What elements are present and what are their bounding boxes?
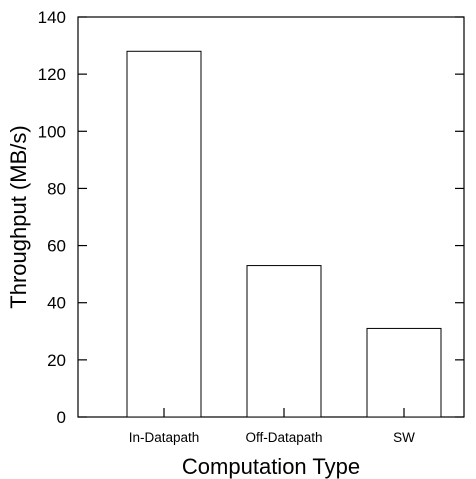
y-tick-label: 120 — [38, 65, 66, 84]
y-tick-label: 0 — [57, 408, 66, 427]
x-tick-label: Off-Datapath — [245, 430, 322, 445]
y-tick-label: 140 — [38, 8, 66, 27]
y-tick-label: 20 — [47, 351, 66, 370]
y-tick-label: 60 — [47, 237, 66, 256]
y-tick-label: 100 — [38, 122, 66, 141]
y-tick-label: 80 — [47, 179, 66, 198]
bars — [126, 50, 442, 418]
x-axis: In-Datapath Off-Datapath SW — [129, 408, 415, 445]
y-axis: 0 20 40 60 80 100 120 140 — [38, 8, 464, 427]
x-axis-label: Computation Type — [182, 454, 360, 479]
bar-in-datapath — [126, 50, 202, 418]
y-axis-label: Throughput (MB/s) — [6, 125, 31, 308]
y-tick-label: 40 — [47, 294, 66, 313]
x-tick-label: SW — [393, 430, 415, 445]
bar-off-datapath — [246, 265, 322, 418]
x-tick-label: In-Datapath — [129, 430, 200, 445]
bar-sw — [366, 327, 442, 418]
